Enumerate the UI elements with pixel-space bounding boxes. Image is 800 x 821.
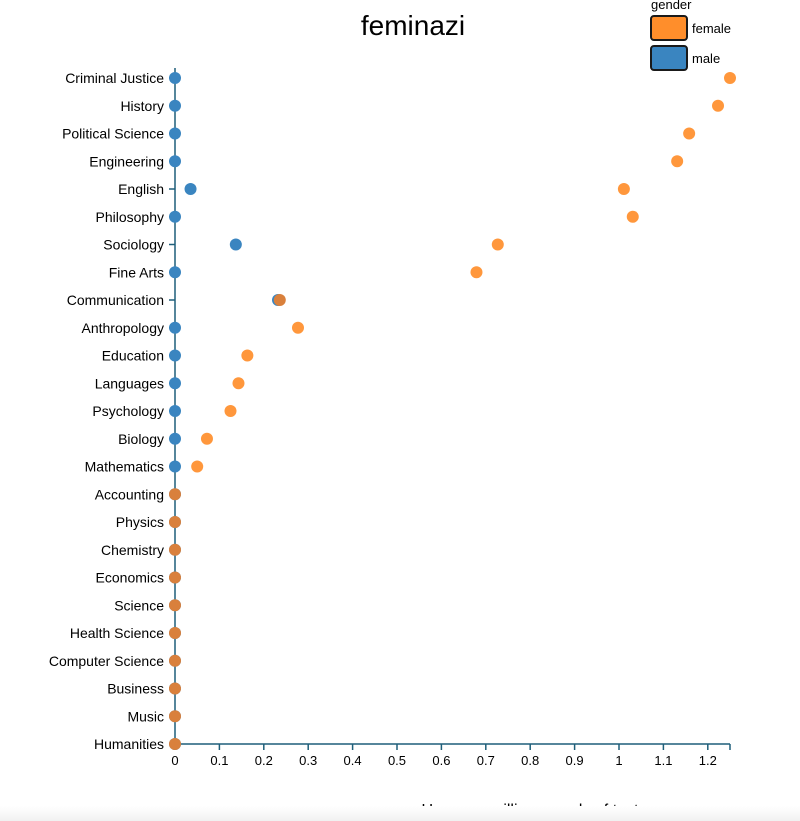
point-male: [169, 127, 181, 140]
x-tick-label: 0.4: [344, 753, 362, 768]
category-label: Mathematics: [85, 459, 164, 475]
category-label: Business: [107, 681, 164, 697]
point-female: [169, 738, 181, 750]
legend-label-female: female: [692, 21, 731, 36]
x-tick-label: 0.3: [299, 753, 317, 768]
point-female: [169, 627, 181, 639]
point-female: [169, 654, 181, 667]
point-female: [291, 321, 304, 334]
category-label: Criminal Justice: [65, 70, 164, 86]
point-female: [169, 571, 181, 584]
point-male: [169, 349, 181, 362]
point-female: [241, 349, 254, 362]
category-label: Anthropology: [81, 320, 164, 336]
point-female: [169, 488, 181, 501]
x-axis: 0 0.1 0.2 0.3 0.4 0.5 0.6 0.7 0.8 0.9 1 1.1 1.2: [171, 68, 731, 768]
point-female: [683, 127, 696, 140]
legend: gender female male: [650, 0, 731, 71]
point-male: [169, 377, 181, 390]
x-tick-label: 0.2: [255, 753, 273, 768]
category-label: Fine Arts: [109, 264, 164, 280]
point-male: [169, 72, 181, 84]
point-female: [671, 155, 684, 168]
x-tick-label: 1: [615, 753, 622, 768]
point-male: [184, 183, 197, 195]
point-female: [191, 460, 204, 473]
legend-swatch-female: [650, 15, 688, 41]
point-male: [169, 266, 181, 279]
point-male: [169, 405, 181, 417]
x-tick-label: 1.1: [654, 753, 672, 768]
category-label: English: [118, 181, 164, 197]
category-labels: Criminal Justice History Political Science…: [49, 70, 175, 752]
x-tick-label: 0.1: [210, 753, 228, 768]
point-male: [229, 238, 242, 251]
category-label: Humanities: [94, 736, 164, 752]
point-female: [470, 266, 483, 279]
point-male: [169, 210, 181, 223]
point-male: [169, 155, 181, 168]
point-female: [491, 238, 504, 251]
category-label: Psychology: [92, 403, 164, 419]
x-tick-label: 0.7: [477, 753, 495, 768]
category-label: History: [120, 98, 164, 114]
x-tick-label: 0.8: [521, 753, 539, 768]
point-female: [169, 543, 181, 556]
point-female: [724, 72, 736, 84]
category-label: Computer Science: [49, 653, 164, 669]
category-label: Economics: [96, 570, 164, 586]
point-female: [169, 516, 181, 528]
point-female: [169, 599, 181, 612]
legend-swatch-male: [650, 45, 688, 71]
point-female: [273, 294, 286, 306]
category-label: Education: [102, 348, 164, 364]
legend-label-male: male: [692, 51, 720, 66]
category-label: Accounting: [95, 486, 164, 502]
category-label: Physics: [116, 514, 164, 530]
point-female: [712, 99, 725, 112]
category-label: Chemistry: [101, 542, 164, 558]
category-label: Political Science: [62, 126, 164, 142]
point-female: [224, 405, 237, 417]
point-male: [169, 99, 181, 112]
point-female: [169, 682, 181, 695]
category-label: Philosophy: [96, 209, 165, 225]
point-male: [169, 432, 181, 445]
point-female: [626, 210, 639, 223]
point-female: [200, 432, 213, 445]
category-label: Communication: [67, 292, 164, 308]
page-bottom-edge: [0, 806, 800, 821]
category-label: Music: [127, 708, 164, 724]
point-male: [169, 321, 181, 334]
category-label: Biology: [118, 431, 164, 447]
x-tick-label: 0.5: [388, 753, 406, 768]
legend-title: gender: [651, 0, 692, 12]
point-female: [232, 377, 245, 390]
data-points: [169, 72, 736, 750]
x-tick-label: 0: [171, 753, 178, 768]
x-tick-label: 1.2: [699, 753, 717, 768]
category-label: Engineering: [89, 153, 164, 169]
x-tick-label: 0.6: [432, 753, 450, 768]
category-label: Health Science: [70, 625, 164, 641]
point-female: [169, 710, 181, 723]
point-female: [617, 183, 630, 195]
point-male: [169, 460, 181, 473]
category-label: Sociology: [103, 237, 164, 253]
x-tick-label: 0.9: [566, 753, 584, 768]
category-label: Languages: [95, 375, 164, 391]
chart-title: feminazi: [361, 10, 465, 41]
category-label: Science: [114, 597, 164, 613]
